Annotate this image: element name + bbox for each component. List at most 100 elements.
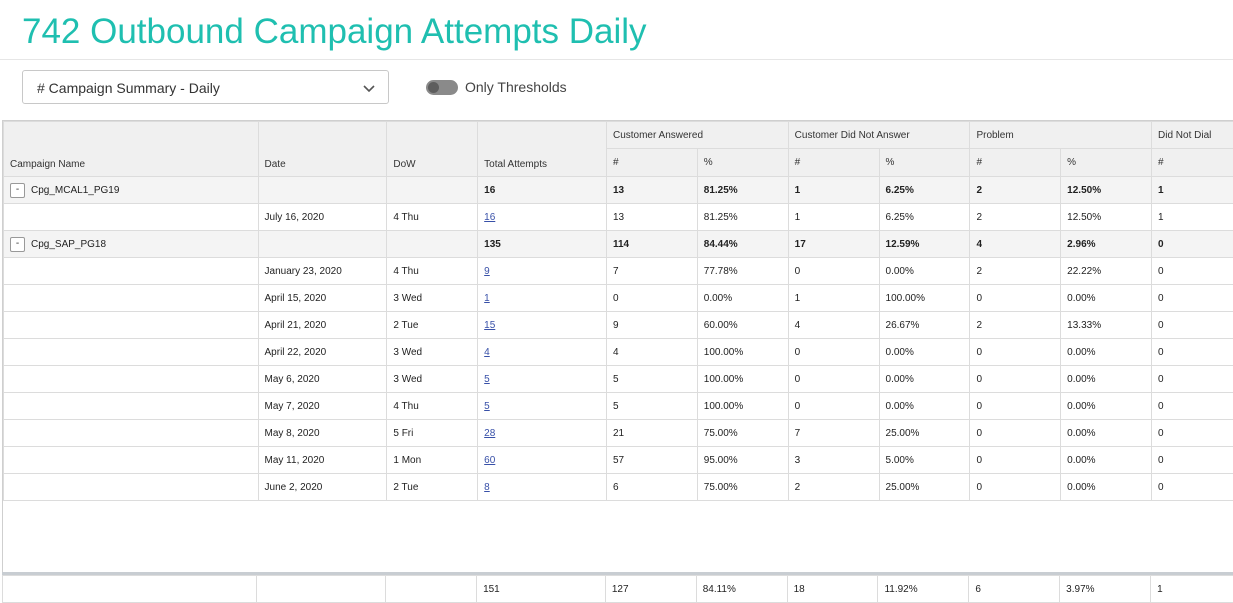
col-cdna-count[interactable]: # (788, 149, 879, 177)
cell-total-attempts: 1 (478, 285, 607, 312)
cell-cdna-count: 0 (788, 258, 879, 285)
total-attempts-link[interactable]: 8 (484, 482, 490, 493)
cell-dnd-count: 0 (1152, 474, 1233, 501)
totals-cdna-count: 18 (787, 576, 878, 603)
cell-campaign-name (4, 366, 259, 393)
totals-campaign (3, 576, 257, 603)
cell-dow (387, 231, 478, 258)
cell-total-attempts: 9 (478, 258, 607, 285)
cell-cdna-percent: 12.59% (879, 231, 970, 258)
cell-ca-percent: 0.00% (697, 285, 788, 312)
cell-campaign-name (4, 393, 259, 420)
data-grid: Campaign Name Date DoW Total Attempts Cu… (2, 120, 1233, 601)
col-problem-count[interactable]: # (970, 149, 1061, 177)
totals-problem-percent: 3.97% (1060, 576, 1151, 603)
cell-dow: 3 Wed (387, 339, 478, 366)
total-attempts-link[interactable]: 15 (484, 320, 495, 331)
cell-ca-percent: 75.00% (697, 474, 788, 501)
cell-dnd-count: 0 (1152, 366, 1233, 393)
cell-problem-count: 0 (970, 339, 1061, 366)
cell-date (258, 177, 387, 204)
cell-cdna-count: 0 (788, 339, 879, 366)
cell-campaign-name (4, 447, 259, 474)
cell-ca-count: 4 (606, 339, 697, 366)
cell-ca-percent: 100.00% (697, 366, 788, 393)
total-attempts-link[interactable]: 4 (484, 347, 490, 358)
campaign-name: Cpg_MCAL1_PG19 (31, 185, 119, 196)
cell-date: April 22, 2020 (258, 339, 387, 366)
only-thresholds-label: Only Thresholds (465, 79, 567, 95)
cell-ca-percent: 95.00% (697, 447, 788, 474)
cell-ca-count: 21 (606, 420, 697, 447)
cell-dow: 4 Thu (387, 393, 478, 420)
group-customer-did-not-answer: Customer Did Not Answer (788, 122, 970, 149)
cell-date: July 16, 2020 (258, 204, 387, 231)
cell-dow: 2 Tue (387, 474, 478, 501)
col-date[interactable]: Date (258, 122, 387, 177)
cell-date: April 21, 2020 (258, 312, 387, 339)
cell-problem-percent: 13.33% (1061, 312, 1152, 339)
cell-date (258, 231, 387, 258)
group-problem: Problem (970, 122, 1152, 149)
cell-problem-percent: 2.96% (1061, 231, 1152, 258)
cell-dnd-count: 0 (1152, 312, 1233, 339)
total-attempts-link[interactable]: 9 (484, 266, 490, 277)
cell-dow: 4 Thu (387, 204, 478, 231)
total-attempts-link[interactable]: 1 (484, 293, 490, 304)
cell-problem-count: 0 (970, 393, 1061, 420)
cell-problem-count: 0 (970, 420, 1061, 447)
only-thresholds-toggle[interactable] (426, 80, 458, 95)
totals-date (257, 576, 386, 603)
col-cdna-percent[interactable]: % (879, 149, 970, 177)
cell-problem-count: 2 (970, 312, 1061, 339)
cell-dnd-count: 1 (1152, 204, 1233, 231)
totals-ca-count: 127 (605, 576, 696, 603)
col-ca-count[interactable]: # (606, 149, 697, 177)
cell-total-attempts: 8 (478, 474, 607, 501)
cell-dow: 3 Wed (387, 366, 478, 393)
cell-dnd-count: 0 (1152, 447, 1233, 474)
col-dnd-count[interactable]: # (1152, 149, 1233, 177)
col-dow[interactable]: DoW (387, 122, 478, 177)
cell-ca-percent: 81.25% (697, 204, 788, 231)
total-attempts-link[interactable]: 5 (484, 374, 490, 385)
cell-date: May 7, 2020 (258, 393, 387, 420)
col-campaign-name[interactable]: Campaign Name (4, 122, 259, 177)
total-attempts-link[interactable]: 16 (484, 212, 495, 223)
cell-cdna-count: 2 (788, 474, 879, 501)
cell-problem-percent: 0.00% (1061, 285, 1152, 312)
cell-ca-percent: 100.00% (697, 339, 788, 366)
total-attempts-link[interactable]: 28 (484, 428, 495, 439)
report-select[interactable]: # Campaign Summary - Daily (22, 70, 389, 104)
cell-ca-count: 114 (606, 231, 697, 258)
totals-row: 151 127 84.11% 18 11.92% 6 3.97% 1 (2, 572, 1233, 603)
cell-campaign-name: -Cpg_MCAL1_PG19 (4, 177, 259, 204)
cell-dow: 2 Tue (387, 312, 478, 339)
col-total-attempts[interactable]: Total Attempts (478, 122, 607, 177)
cell-problem-percent: 22.22% (1061, 258, 1152, 285)
cell-cdna-percent: 25.00% (879, 420, 970, 447)
cell-problem-percent: 0.00% (1061, 366, 1152, 393)
col-problem-percent[interactable]: % (1061, 149, 1152, 177)
cell-total-attempts: 28 (478, 420, 607, 447)
cell-dow: 4 Thu (387, 258, 478, 285)
collapse-icon[interactable]: - (10, 237, 25, 252)
cell-cdna-count: 17 (788, 231, 879, 258)
total-attempts-link[interactable]: 5 (484, 401, 490, 412)
totals-total-attempts: 151 (477, 576, 606, 603)
col-ca-percent[interactable]: % (697, 149, 788, 177)
totals-dnd-count: 1 (1151, 576, 1233, 603)
total-attempts-link[interactable]: 60 (484, 455, 495, 466)
cell-ca-percent: 100.00% (697, 393, 788, 420)
cell-ca-count: 7 (606, 258, 697, 285)
page-title: 742 Outbound Campaign Attempts Daily (22, 12, 647, 52)
collapse-icon[interactable]: - (10, 183, 25, 198)
cell-campaign-name (4, 420, 259, 447)
cell-campaign-name (4, 285, 259, 312)
cell-total-attempts: 4 (478, 339, 607, 366)
toggle-knob (428, 82, 439, 93)
